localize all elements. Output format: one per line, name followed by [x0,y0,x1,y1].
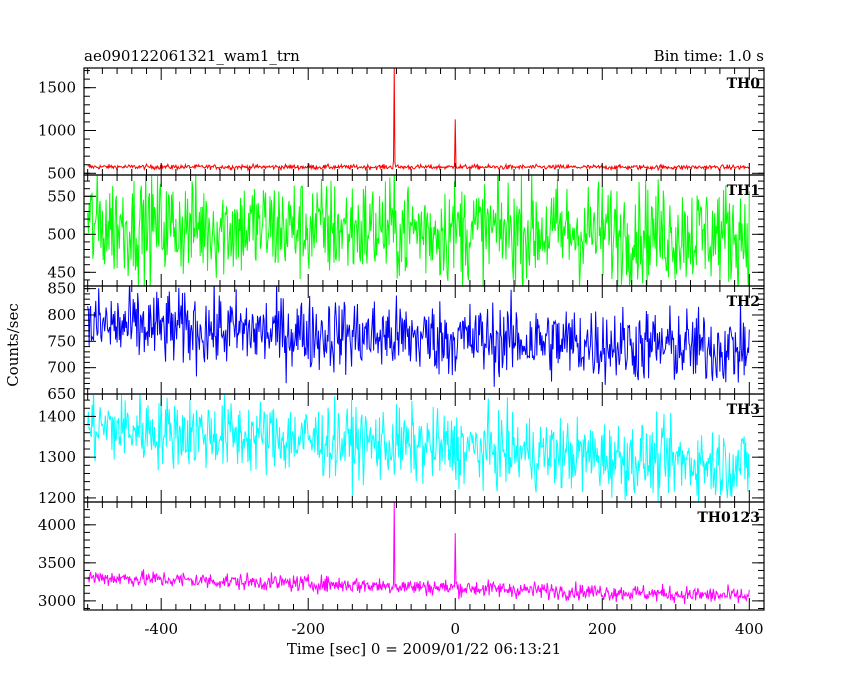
chart-title: ae090122061321_wam1_trn [84,47,300,65]
x-tick-label: 0 [450,620,460,638]
y-tick-label: 550 [47,187,76,205]
y-tick-label: 700 [47,359,76,377]
panel-label-th0123: TH0123 [697,510,760,526]
y-tick-label: 1200 [38,489,76,507]
x-tick-label: 400 [735,620,764,638]
series-line-th0 [87,68,750,172]
bin-time-label: Bin time: 1.0 s [654,47,764,65]
panel-th0: 500 1000 1500 TH0 [38,67,765,182]
x-axis-label: Time [sec] 0 = 2009/01/22 06:13:21 [287,640,561,658]
y-tick-label: 1300 [38,448,76,466]
panel-label-th3: TH3 [727,402,760,418]
y-tick-label: 1000 [38,121,76,139]
series-line-th0123 [87,502,750,605]
series-line-th2 [87,286,750,387]
y-tick-label: 3000 [38,592,76,610]
x-tick-label: -200 [291,620,325,638]
panel-frame [83,67,765,176]
y-tick-label: 500 [47,164,76,182]
panels-group: 500 1000 1500 TH0 450 500 550 TH1 650 700 750 800 85… [38,67,765,638]
y-tick-label: 500 [47,225,76,243]
y-tick-label: 650 [47,385,76,403]
panel-th0123: 3000 3500 4000 TH0123 [38,501,765,611]
panel-th2: 650 700 750 800 850 TH2 [47,280,765,403]
y-tick-label: 1400 [38,407,76,425]
y-tick-label: 4000 [38,516,76,534]
y-tick-label: 750 [47,332,76,350]
x-tick-label: -400 [144,620,178,638]
x-tick-label: 200 [588,620,617,638]
panel-th1: 450 500 550 TH1 [47,174,765,287]
y-tick-label: 3500 [38,554,76,572]
panel-label-th1: TH1 [727,183,760,199]
panel-label-th0: TH0 [727,76,761,92]
y-tick-label: 450 [47,263,76,281]
series-line-th1 [87,175,750,286]
y-tick-label: 1500 [38,79,76,97]
panel-th3: 1200 1300 1400 TH3 [38,393,765,507]
y-tick-label: 850 [47,280,76,298]
panel-frame [83,501,765,611]
panel-label-th2: TH2 [727,294,760,310]
y-axis-label: Counts/sec [4,303,22,387]
series-line-th3 [87,394,750,502]
y-tick-label: 800 [47,306,76,324]
